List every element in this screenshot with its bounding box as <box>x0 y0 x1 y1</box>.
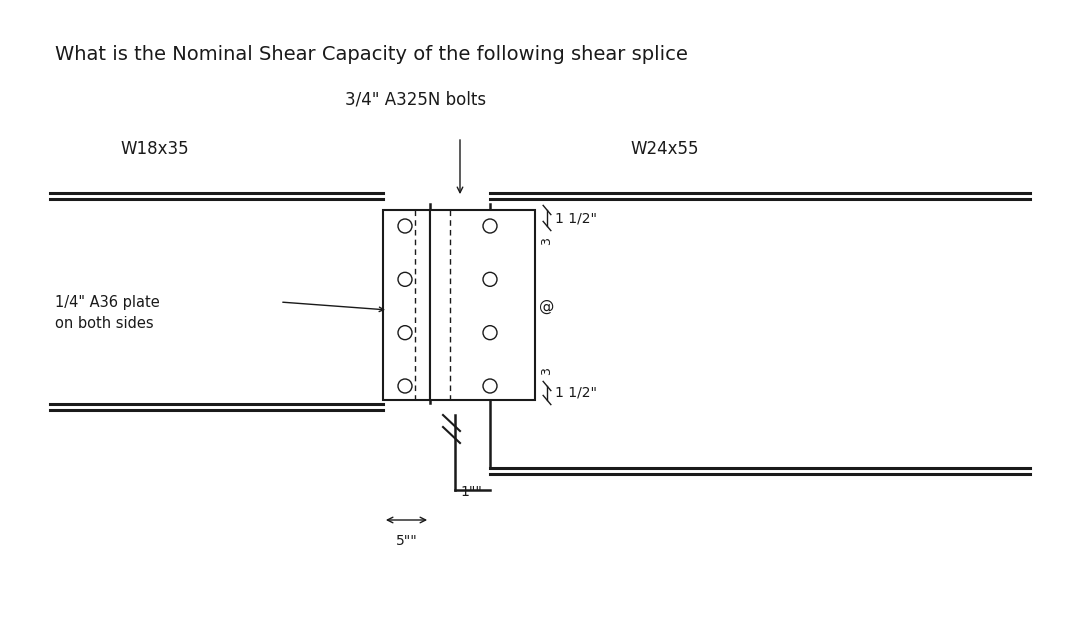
Text: 3/4" A325N bolts: 3/4" A325N bolts <box>345 90 486 108</box>
Text: 1 1/2": 1 1/2" <box>555 211 597 225</box>
Text: W24x55: W24x55 <box>630 140 699 158</box>
Text: W18x35: W18x35 <box>120 140 189 158</box>
Text: 1"": 1"" <box>460 485 482 499</box>
Text: 3: 3 <box>540 237 554 245</box>
Text: 3: 3 <box>540 367 554 375</box>
Bar <box>430 210 535 400</box>
Text: 1/4" A36 plate
on both sides: 1/4" A36 plate on both sides <box>55 295 160 331</box>
Text: 5"": 5"" <box>395 534 417 548</box>
Text: What is the Nominal Shear Capacity of the following shear splice: What is the Nominal Shear Capacity of th… <box>55 45 688 64</box>
Text: @: @ <box>539 299 555 313</box>
Bar <box>383 210 430 400</box>
Text: 1 1/2": 1 1/2" <box>555 386 597 400</box>
